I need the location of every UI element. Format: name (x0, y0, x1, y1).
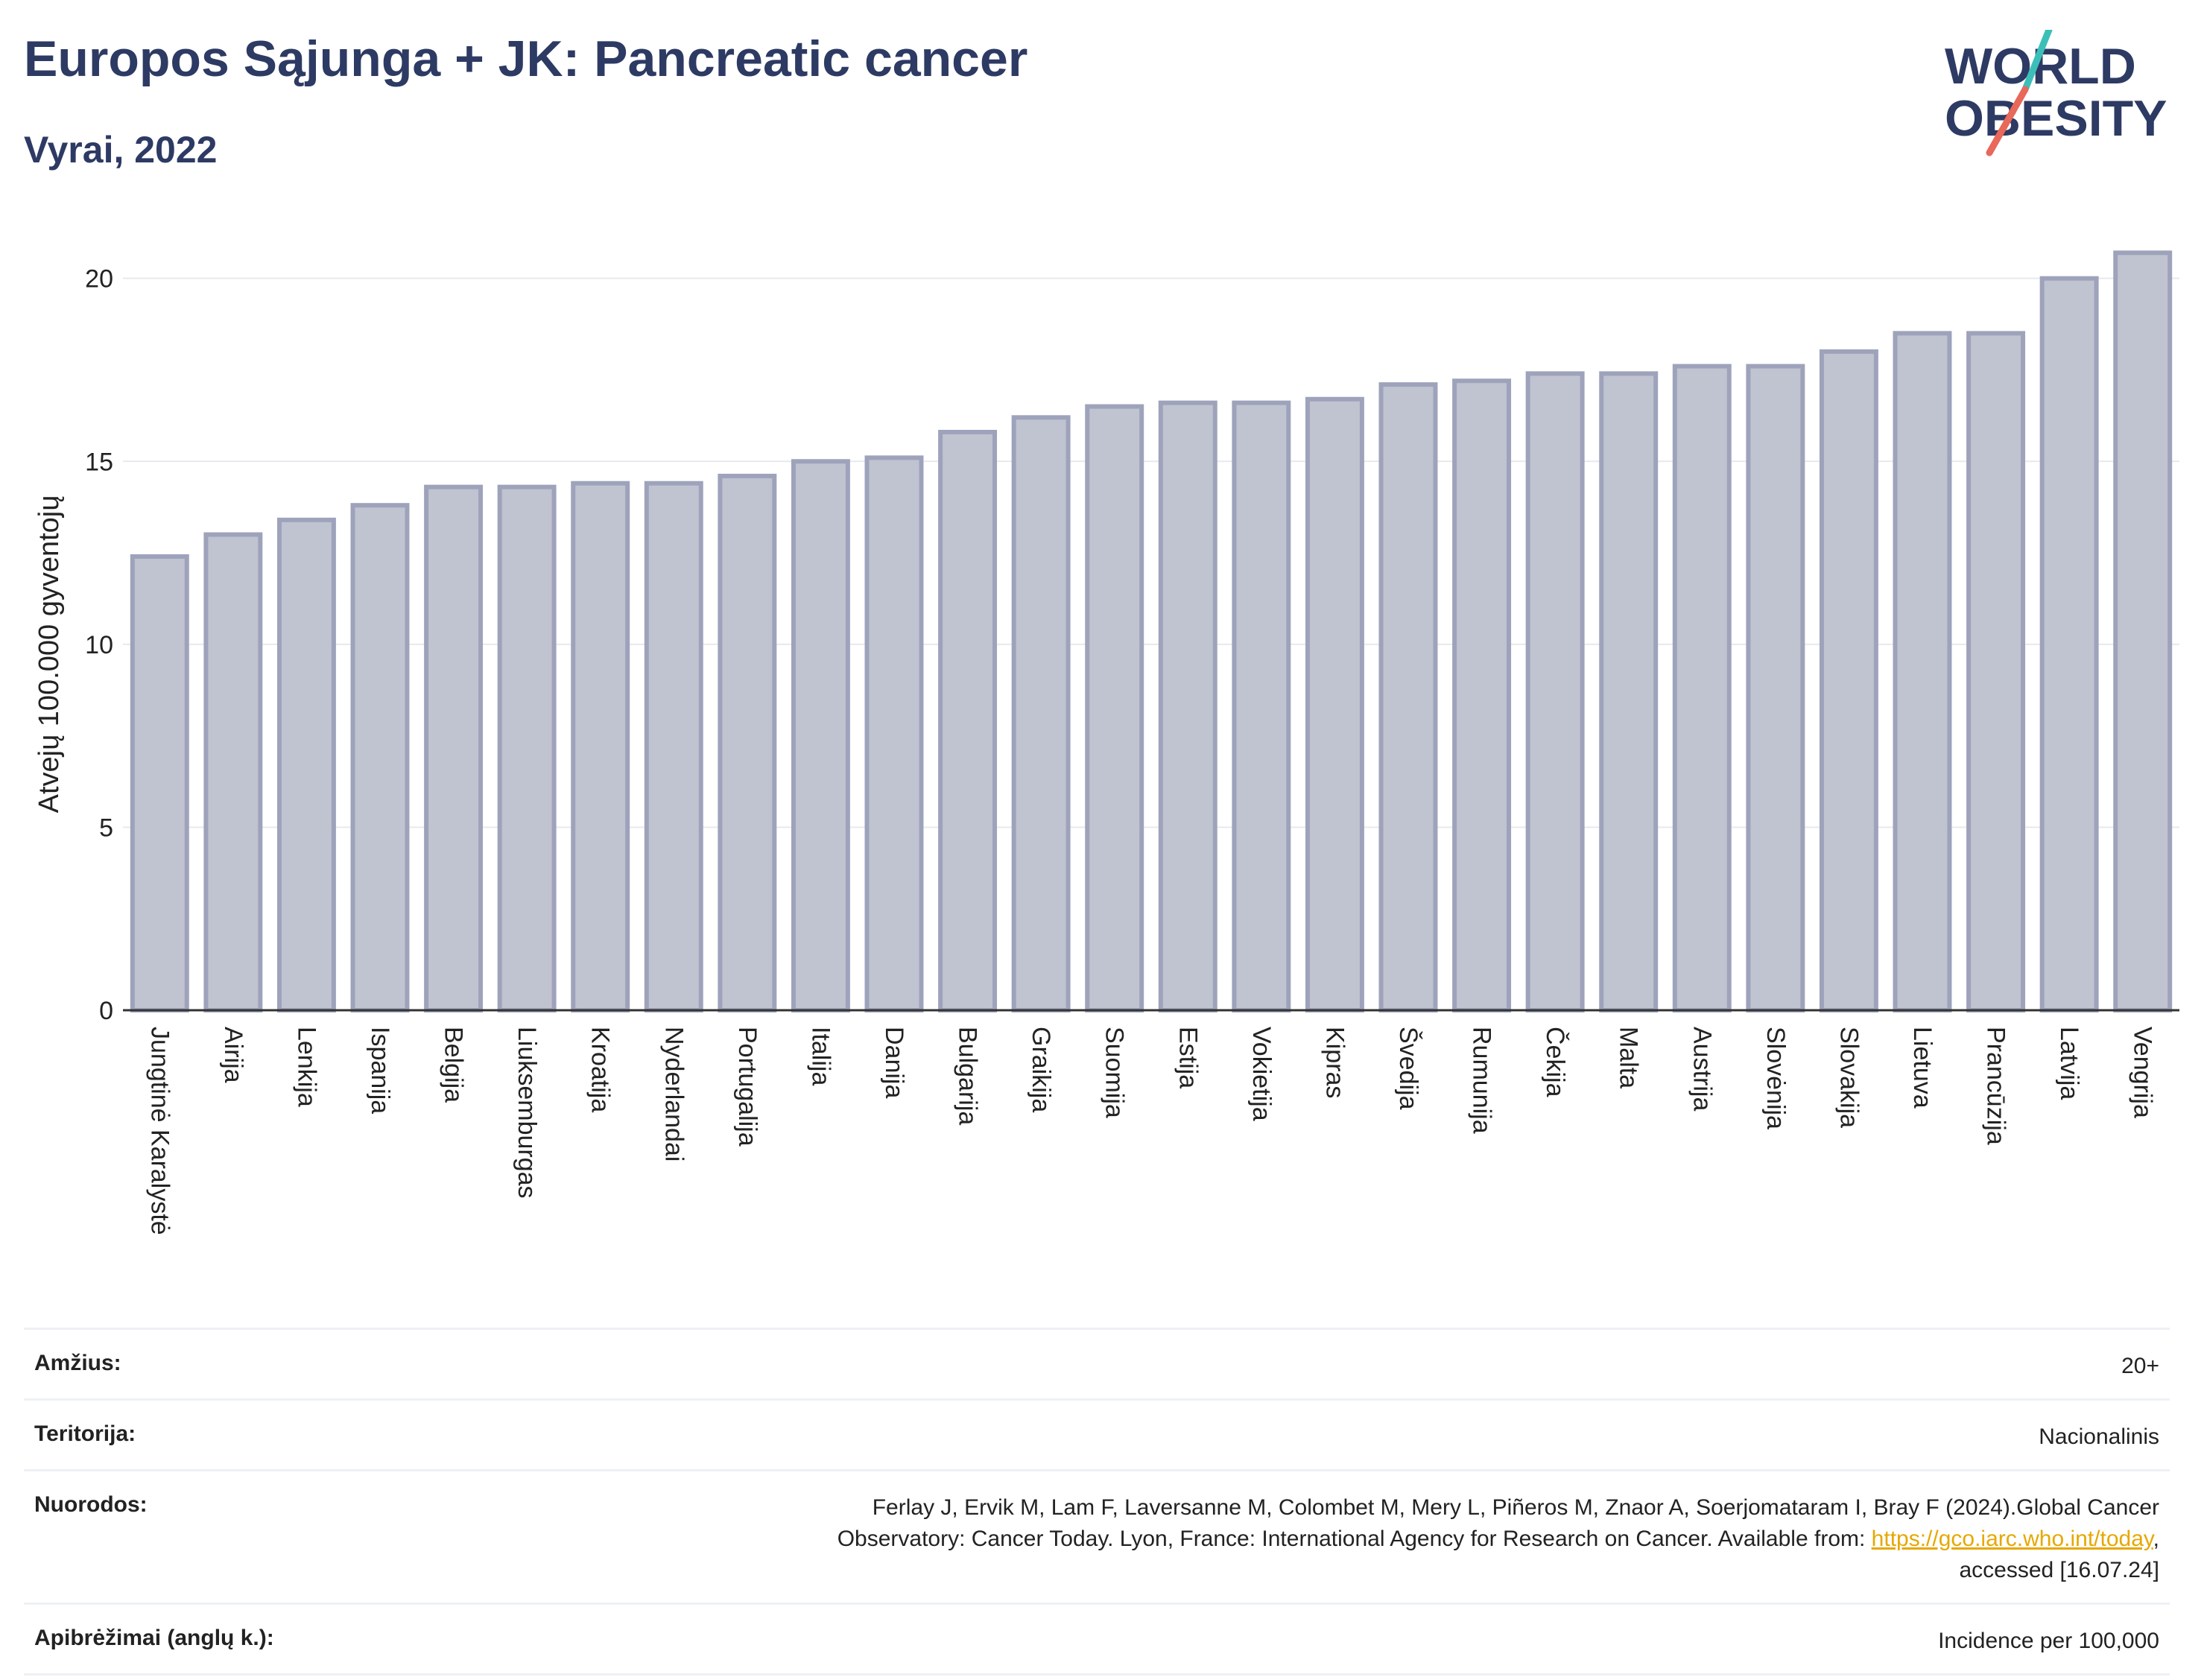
bar[interactable] (571, 481, 630, 1012)
references-value: Ferlay J, Ervik M, Lam F, Laversanne M, … (837, 1492, 2159, 1586)
x-tick-label: Čekija (1541, 1027, 1569, 1097)
x-tick-label: Danija (880, 1027, 908, 1098)
bar[interactable] (1599, 371, 1659, 1012)
info-table: Amžius: 20+ Teritorija: Nacionalinis Nuo… (24, 1328, 2170, 1676)
bar[interactable] (1378, 382, 1438, 1012)
bar[interactable] (424, 484, 484, 1012)
age-value: 20+ (2121, 1354, 2159, 1378)
info-row-definitions: Apibrėžimai (anglų k.): Incidence per 10… (24, 1603, 2170, 1676)
chart-subtitle: Vyrai, 2022 (24, 129, 218, 171)
bar[interactable] (644, 481, 703, 1012)
x-tick-label: Slovėnija (1761, 1027, 1790, 1129)
bar[interactable] (1011, 415, 1071, 1012)
logo-text-obesity: OBESITY (1945, 90, 2167, 147)
bar[interactable] (1158, 400, 1217, 1012)
x-tick-label: Malta (1615, 1027, 1643, 1088)
x-tick-label: Vokietija (1247, 1027, 1276, 1121)
x-tick-label: Kipras (1320, 1027, 1349, 1098)
territory-label: Teritorija: (34, 1421, 136, 1446)
x-tick-label: Bulgarija (954, 1027, 982, 1125)
definitions-label: Apibrėžimai (anglų k.): (34, 1626, 274, 1650)
x-tick-label: Ispanija (366, 1027, 394, 1114)
x-tick-label: Rumunija (1468, 1027, 1496, 1134)
logo-slash-teal (2021, 30, 2053, 93)
info-row-territory: Teritorija: Nacionalinis (24, 1398, 2170, 1469)
x-tick-label: Liuksemburgas (513, 1027, 541, 1199)
bar[interactable] (791, 459, 850, 1012)
y-tick-labels: 0 5 10 15 20 (85, 265, 113, 1025)
bar[interactable] (2039, 276, 2099, 1012)
y-tick-label: 15 (85, 448, 113, 476)
logo-slash-coral (1986, 86, 2029, 156)
x-tick-label: Lietuva (1908, 1027, 1937, 1109)
info-row-age: Amžius: 20+ (24, 1328, 2170, 1398)
x-tick-label: Airija (219, 1027, 247, 1083)
territory-value: Nacionalinis (2039, 1424, 2159, 1449)
x-tick-label: Portugalija (733, 1027, 761, 1147)
references-line-3: accessed [16.07.24] (1959, 1558, 2159, 1582)
definitions-value: Incidence per 100,000 (1938, 1629, 2159, 1653)
bar[interactable] (938, 429, 998, 1012)
bar[interactable] (276, 517, 336, 1012)
references-line-2-end: , (2153, 1527, 2159, 1551)
bar[interactable] (1085, 404, 1144, 1012)
x-tick-label: Austrija (1688, 1027, 1716, 1111)
x-tick-label: Vengrija (2129, 1027, 2157, 1118)
y-tick-label: 10 (85, 631, 113, 659)
x-tick-label: Kroatija (586, 1027, 615, 1112)
references-link[interactable]: https://gco.iarc.who.int/today (1871, 1527, 2153, 1551)
references-line-1: Ferlay J, Ervik M, Lam F, Laversanne M, … (872, 1495, 2159, 1520)
bar[interactable] (2113, 250, 2173, 1012)
bar[interactable] (1966, 331, 2026, 1013)
x-tick-label: Švedija (1394, 1027, 1422, 1110)
x-tick-label: Latvija (2055, 1027, 2083, 1100)
age-label: Amžius: (34, 1351, 121, 1375)
x-tick-label: Nyderlandai (659, 1027, 688, 1161)
y-tick-label: 0 (99, 997, 113, 1025)
bar[interactable] (130, 554, 189, 1012)
info-row-references: Nuorodos: Ferlay J, Ervik M, Lam F, Lave… (24, 1469, 2170, 1603)
x-tick-label: Suomija (1101, 1027, 1129, 1118)
y-tick-label: 5 (99, 814, 113, 842)
x-tick-label: Jungtinė Karalystė (145, 1027, 174, 1235)
references-line-2: Observatory: Cancer Today. Lyon, France:… (837, 1527, 1872, 1551)
x-tick-label: Prancūzija (1982, 1027, 2010, 1145)
x-tick-label: Graikija (1027, 1027, 1055, 1112)
bars (130, 250, 2173, 1013)
bar-chart: 0 5 10 15 20 Jungtinė Karalystė Airija Lenkija… (34, 250, 2179, 1235)
x-tick-label: Estija (1174, 1027, 1202, 1088)
x-tick-label: Belgija (440, 1027, 468, 1103)
bar[interactable] (1452, 378, 1512, 1012)
x-tick-label: Lenkija (292, 1027, 320, 1107)
y-tick-label: 20 (85, 265, 113, 294)
chart-title: Europos Sąjunga + JK: Pancreatic cancer (24, 31, 1028, 87)
bar[interactable] (1819, 349, 1878, 1012)
x-tick-label: Italija (806, 1027, 835, 1085)
bar[interactable] (1746, 364, 1805, 1013)
bar[interactable] (1232, 400, 1291, 1012)
bar[interactable] (864, 455, 924, 1012)
bar[interactable] (1525, 371, 1585, 1012)
x-tick-labels: Jungtinė Karalystė Airija Lenkija Ispanija B… (145, 1027, 2156, 1235)
bar[interactable] (1672, 364, 1732, 1013)
world-obesity-logo: WORLD OBESITY (1945, 30, 2167, 156)
bar[interactable] (497, 484, 557, 1012)
x-tick-label: Slovakija (1834, 1027, 1863, 1128)
bar[interactable] (718, 473, 777, 1012)
bar[interactable] (203, 532, 263, 1012)
bar[interactable] (1305, 396, 1364, 1012)
y-axis-label: Atvejų 100.000 gyventojų (34, 495, 65, 814)
bar[interactable] (1893, 331, 1952, 1013)
references-label: Nuorodos: (34, 1492, 148, 1517)
bar[interactable] (350, 503, 410, 1012)
